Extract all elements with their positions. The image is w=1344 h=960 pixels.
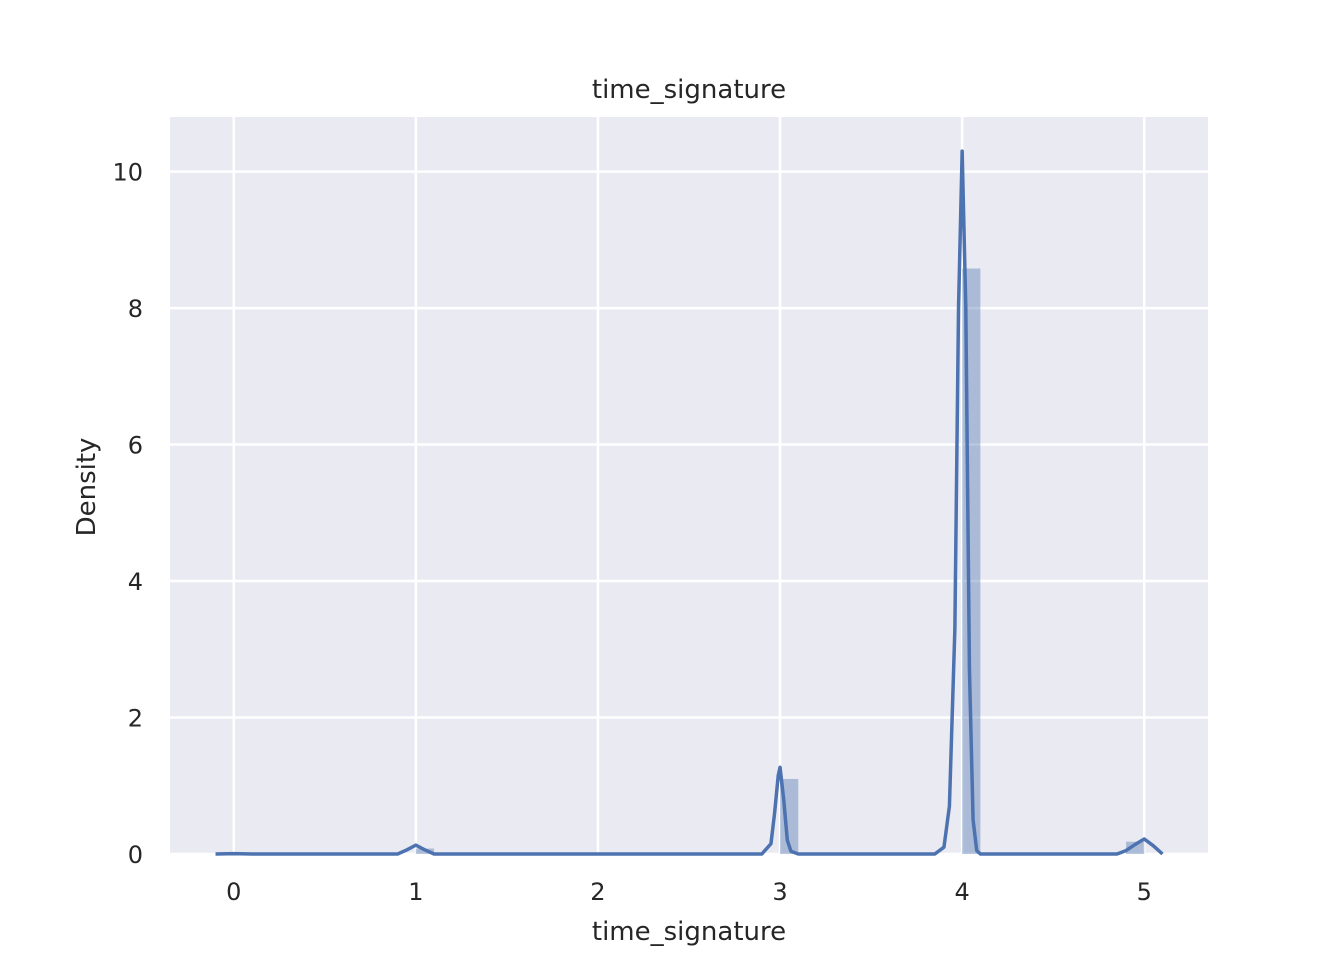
plot-background — [170, 117, 1208, 854]
chart-title: time_signature — [592, 75, 786, 105]
x-tick-label: 1 — [408, 878, 423, 906]
y-tick-label: 6 — [128, 432, 143, 460]
x-tick-label: 0 — [226, 878, 241, 906]
y-tick-label: 8 — [128, 295, 143, 323]
x-tick-label: 5 — [1137, 878, 1152, 906]
y-tick-label: 4 — [128, 568, 143, 596]
y-tick-label: 2 — [128, 705, 143, 733]
y-tick-label: 10 — [112, 159, 143, 187]
x-tick-label: 2 — [590, 878, 605, 906]
x-axis-title: time_signature — [592, 917, 786, 947]
kde-line — [215, 149, 1164, 856]
histogram-bar — [1126, 841, 1145, 854]
y-tick-labels: 0 2 4 6 8 10 — [112, 159, 143, 869]
y-axis-title: Density — [72, 438, 102, 537]
y-tick-label: 0 — [128, 841, 143, 869]
kde-curve — [215, 149, 1164, 856]
x-tick-label: 4 — [955, 878, 970, 906]
x-tick-labels: 0 1 2 3 4 5 — [226, 878, 1152, 906]
x-tick-label: 3 — [772, 878, 787, 906]
